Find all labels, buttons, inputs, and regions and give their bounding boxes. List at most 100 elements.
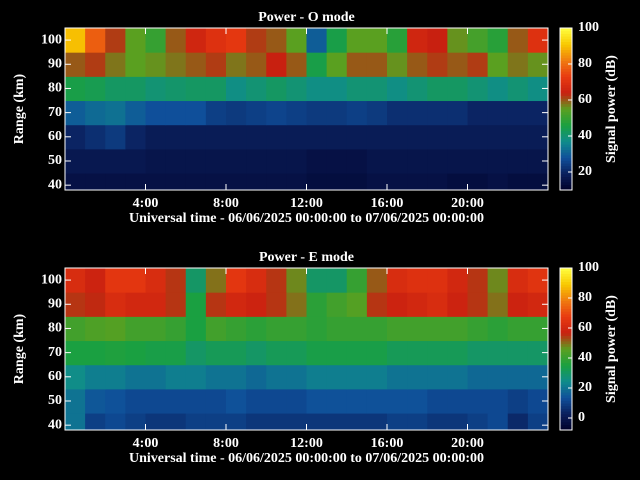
colorbar-band: [560, 322, 572, 326]
colorbar-tick-label: 60: [578, 92, 592, 107]
heatmap-cell: [226, 124, 247, 150]
heatmap-cell: [165, 76, 187, 102]
heatmap-cell: [205, 76, 227, 102]
heatmap-cell: [366, 52, 388, 77]
heatmap-cell: [306, 364, 328, 390]
colorbar-band: [560, 330, 572, 334]
heatmap-cell: [105, 52, 126, 77]
heatmap-cell: [266, 124, 287, 150]
heatmap-cell: [326, 292, 348, 317]
heatmap-cell: [185, 340, 207, 366]
colorbar-band: [560, 351, 572, 355]
heatmap-cell: [427, 340, 448, 366]
x-tick-label: 12:00: [290, 436, 323, 451]
heatmap-cell: [527, 316, 548, 342]
heatmap-cell: [407, 173, 428, 190]
colorbar-band: [560, 109, 572, 113]
heatmap-cell: [407, 28, 428, 53]
heatmap-cell: [65, 413, 86, 430]
colorbar-band: [560, 33, 572, 37]
colorbar-band: [560, 313, 572, 318]
heatmap-cell: [286, 268, 307, 293]
heatmap-cell: [105, 100, 126, 126]
heatmap-cell: [246, 364, 267, 390]
colorbar-band: [560, 421, 572, 426]
heatmap-cell: [447, 76, 468, 102]
heatmap-cell: [125, 340, 146, 366]
heatmap-cell: [266, 28, 287, 53]
heatmap-cell: [387, 148, 408, 174]
colorbar-band: [560, 60, 572, 64]
heatmap-cell: [507, 148, 529, 174]
colorbar-band: [560, 381, 572, 385]
heatmap-cell: [65, 52, 86, 77]
x-tick-label: 16:00: [371, 196, 404, 211]
heatmap-cell: [85, 124, 106, 150]
heatmap-cell: [145, 316, 167, 342]
heatmap-cell: [205, 413, 227, 430]
heatmap-cell: [165, 28, 187, 53]
heatmap-cell: [165, 173, 187, 190]
heatmap-cell: [85, 173, 106, 190]
heatmap-cell: [366, 148, 388, 174]
heatmap-cell: [326, 28, 348, 53]
heatmap-cell: [266, 173, 287, 190]
heatmap-cell: [346, 52, 368, 77]
heatmap-cell: [306, 52, 328, 77]
heatmap-cell: [346, 388, 368, 414]
colorbar-band: [560, 349, 572, 353]
colorbar-band: [560, 335, 572, 339]
colorbar-band: [560, 52, 572, 56]
y-tick-label: 70: [48, 345, 62, 360]
heatmap-cell: [205, 124, 227, 150]
colorbar-band: [560, 394, 572, 399]
heatmap-cell: [346, 340, 368, 366]
colorbar-band: [560, 270, 572, 274]
colorbar-band: [560, 281, 572, 285]
colorbar-band: [560, 106, 572, 110]
colorbar-band: [560, 316, 572, 320]
heatmap-cell: [427, 388, 448, 414]
colorbar-band: [560, 311, 572, 315]
colorbar-band: [560, 71, 572, 75]
colorbar-band: [560, 41, 572, 45]
heatmap-cell: [447, 316, 468, 342]
y-tick-label: 40: [48, 177, 62, 192]
heatmap-cell: [185, 52, 207, 77]
heatmap-cell: [326, 413, 348, 430]
heatmap-cell: [125, 364, 146, 390]
colorbar-band: [560, 286, 572, 291]
heatmap-cell: [487, 52, 509, 77]
heatmap-cell: [125, 292, 146, 317]
heatmap-cell: [387, 76, 408, 102]
heatmap-cell: [226, 316, 247, 342]
heatmap-cell: [205, 28, 227, 53]
heatmap-cell: [427, 292, 448, 317]
heatmap-cell: [447, 364, 468, 390]
heatmap-cell: [326, 340, 348, 366]
heatmap-cell: [487, 173, 509, 190]
heatmap-cell: [306, 76, 328, 102]
heatmap-cell: [185, 28, 207, 53]
heatmap-cell: [487, 292, 509, 317]
colorbar-band: [560, 384, 572, 388]
heatmap-cell: [407, 100, 428, 126]
heatmap-cell: [65, 76, 86, 102]
heatmap-cell: [346, 413, 368, 430]
heatmap-cell: [85, 148, 106, 174]
colorbar-frame: [559, 27, 573, 191]
colorbar-band: [560, 184, 572, 188]
chart-title: Power - E mode: [259, 250, 354, 265]
heatmap-cell: [387, 28, 408, 53]
y-tick-label: 50: [48, 393, 62, 408]
heatmap-cell: [85, 76, 106, 102]
colorbar-band: [560, 400, 572, 404]
colorbar-band: [560, 362, 572, 366]
heatmap-cell: [145, 76, 167, 102]
heatmap-cell: [85, 388, 106, 414]
heatmap-cell: [65, 388, 86, 414]
heatmap-cell: [65, 100, 86, 126]
colorbar-band: [560, 308, 572, 312]
colorbar-band: [560, 84, 572, 88]
heatmap-cell: [165, 388, 187, 414]
